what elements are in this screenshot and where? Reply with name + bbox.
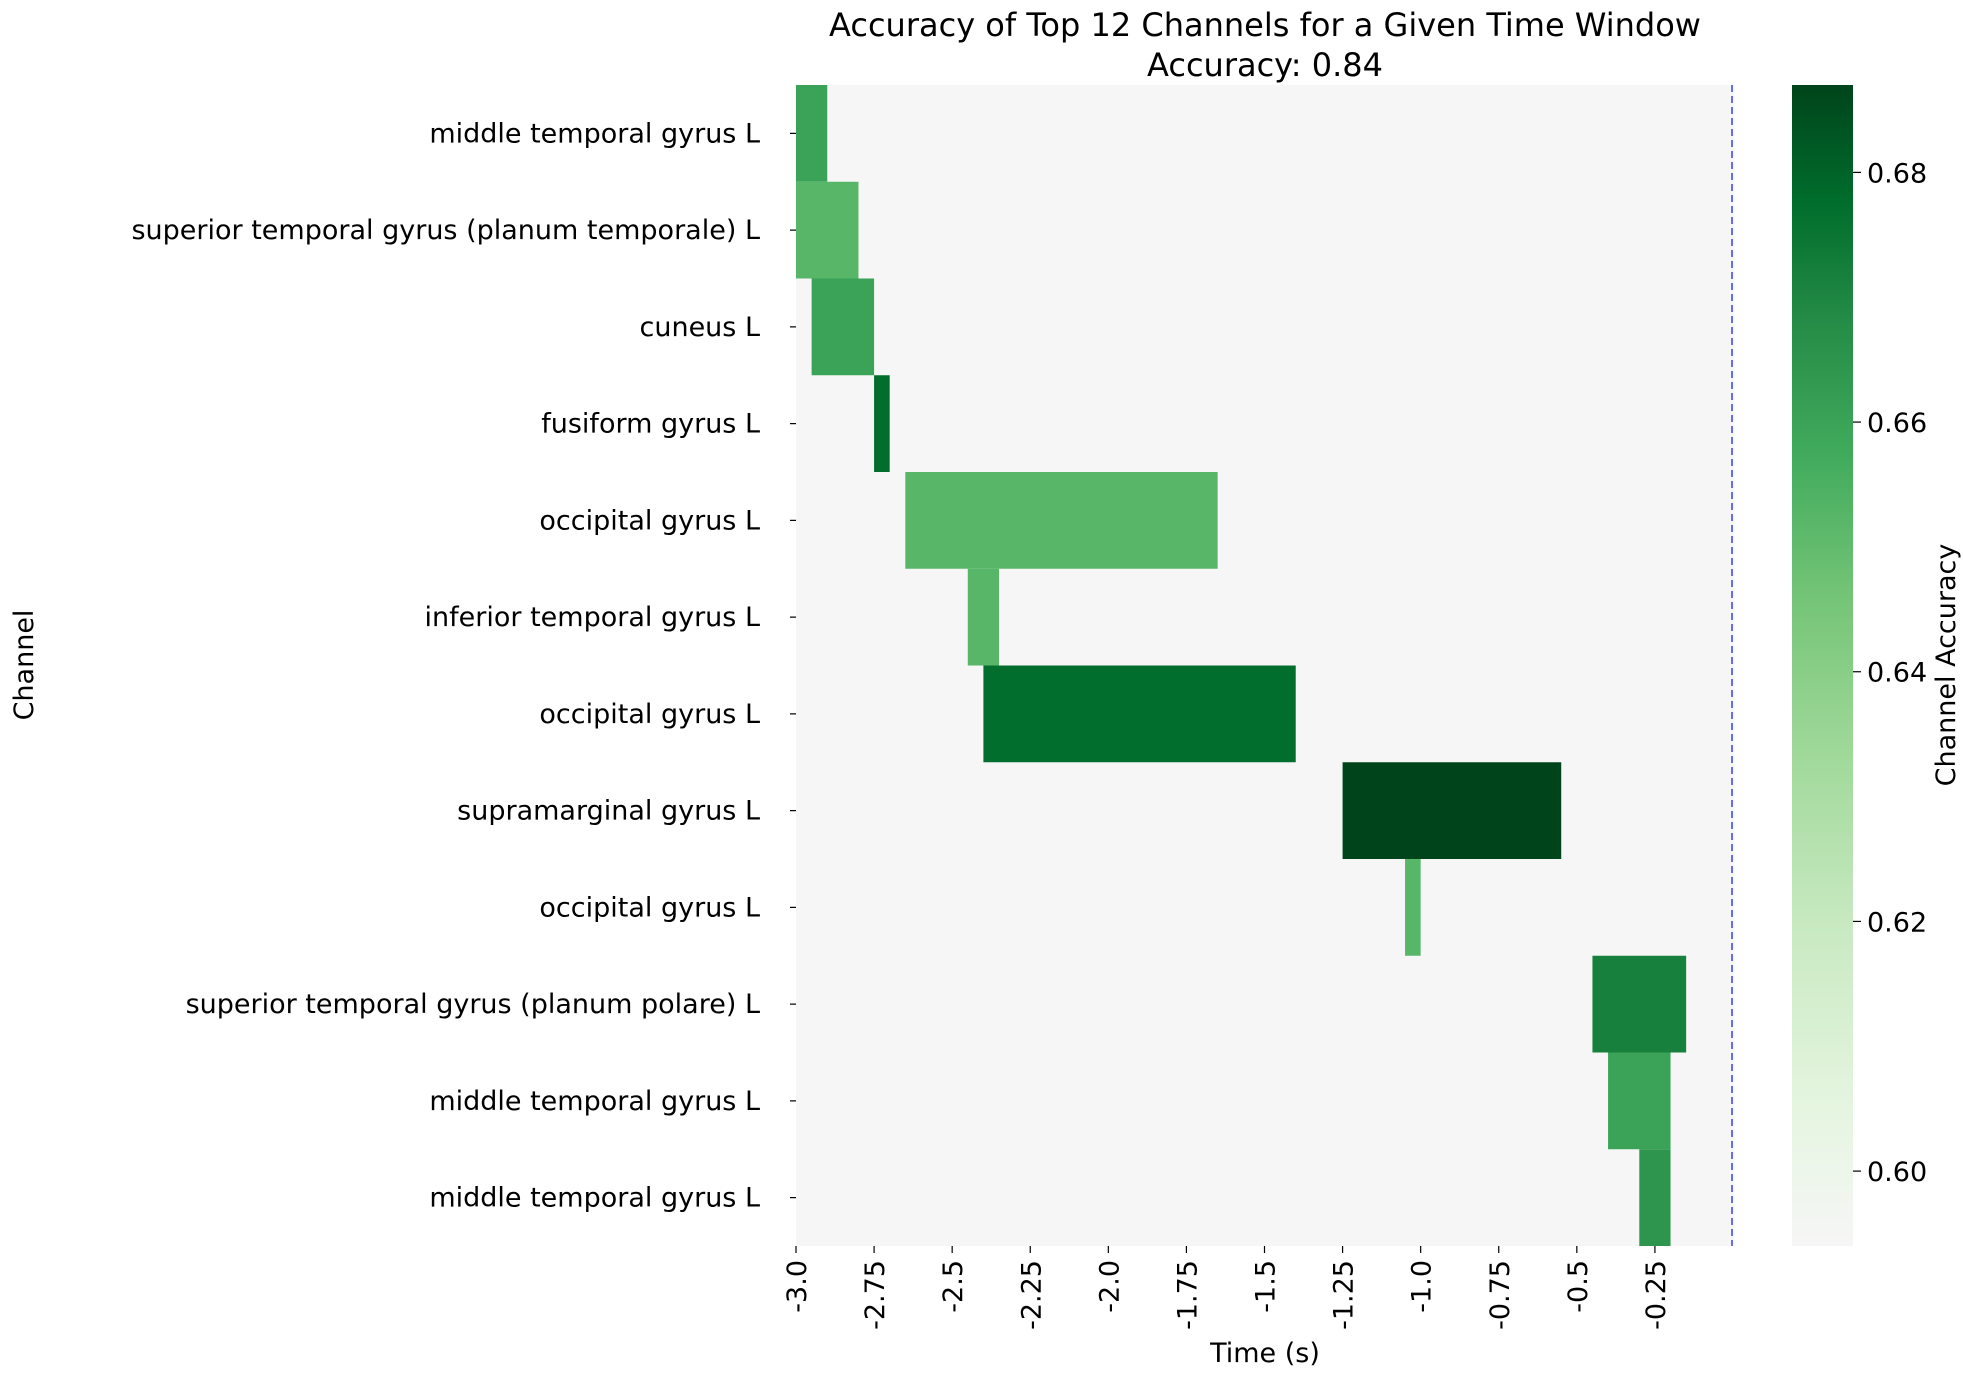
colorbar-tick-label: 0.60 xyxy=(1867,1157,1927,1188)
x-tick-labels: -3.0 -2.75 -2.5 -2.25 -2.0 -1.75 -1.5 -1.25 -1.0… xyxy=(782,1260,1672,1330)
heatmap-cell xyxy=(811,278,875,376)
channel-label: occipital gyrus L xyxy=(539,505,760,536)
y-tick-labels: middle temporal gyrus L superior temporal… xyxy=(131,118,760,1213)
heatmap-cell xyxy=(1639,1149,1671,1246)
channel-label: cuneus L xyxy=(640,312,761,343)
chart-title: Accuracy of Top 12 Channels for a Given … xyxy=(829,6,1701,44)
x-tick-label: -1.5 xyxy=(1251,1260,1282,1313)
x-tick-label: -2.75 xyxy=(860,1260,891,1330)
colorbar-ticks: 0.60 0.62 0.64 0.66 0.68 xyxy=(1853,158,1927,1188)
channel-label: supramarginal gyrus L xyxy=(457,796,760,827)
heatmap-cell xyxy=(1592,955,1687,1053)
x-tick-label: -2.5 xyxy=(938,1260,969,1313)
colorbar-tick-label: 0.68 xyxy=(1867,158,1927,189)
heatmap-cell xyxy=(905,472,1218,569)
x-tick-label: -1.0 xyxy=(1407,1260,1438,1313)
heatmap-cell xyxy=(1342,762,1562,859)
heatmap-cell xyxy=(967,568,1000,666)
y-tick-marks xyxy=(790,132,796,1199)
colorbar xyxy=(1792,85,1853,1246)
channel-label: inferior temporal gyrus L xyxy=(425,602,760,633)
heatmap-cell xyxy=(1405,859,1421,956)
x-tick-label: -0.5 xyxy=(1563,1260,1594,1313)
colorbar-tick-label: 0.62 xyxy=(1867,907,1927,938)
heatmap-cell xyxy=(874,375,890,472)
x-tick-label: -2.0 xyxy=(1094,1260,1125,1313)
x-tick-label: -3.0 xyxy=(782,1260,813,1313)
channel-label: middle temporal gyrus L xyxy=(429,1086,760,1117)
y-axis-label: Channel xyxy=(9,610,40,721)
x-tick-label: -2.25 xyxy=(1016,1260,1047,1330)
channel-label: superior temporal gyrus (planum polare) … xyxy=(186,989,760,1020)
channel-label: middle temporal gyrus L xyxy=(429,118,760,149)
heatmap-cells xyxy=(796,85,1687,1246)
channel-label: superior temporal gyrus (planum temporal… xyxy=(131,215,760,246)
channel-label: fusiform gyrus L xyxy=(541,409,760,440)
colorbar-label: Channel Accuracy xyxy=(1931,544,1962,787)
channel-label: middle temporal gyrus L xyxy=(429,1183,760,1214)
chart-subtitle: Accuracy: 0.84 xyxy=(1147,46,1383,84)
x-tick-marks xyxy=(795,1246,1656,1253)
x-axis-label: Time (s) xyxy=(1209,1338,1320,1369)
x-tick-label: -0.75 xyxy=(1485,1260,1516,1330)
x-tick-label: -1.25 xyxy=(1329,1260,1360,1330)
heatmap-cell xyxy=(1608,1052,1671,1150)
channel-label: occipital gyrus L xyxy=(539,892,760,923)
channel-label: occipital gyrus L xyxy=(539,699,760,730)
colorbar-tick-label: 0.64 xyxy=(1867,658,1927,689)
heatmap-cell xyxy=(796,85,828,182)
colorbar-tick-label: 0.66 xyxy=(1867,408,1927,439)
heatmap-cell xyxy=(983,665,1296,763)
x-tick-label: -0.25 xyxy=(1641,1260,1672,1330)
x-tick-label: -1.75 xyxy=(1172,1260,1203,1330)
heatmap-cell xyxy=(796,181,859,279)
